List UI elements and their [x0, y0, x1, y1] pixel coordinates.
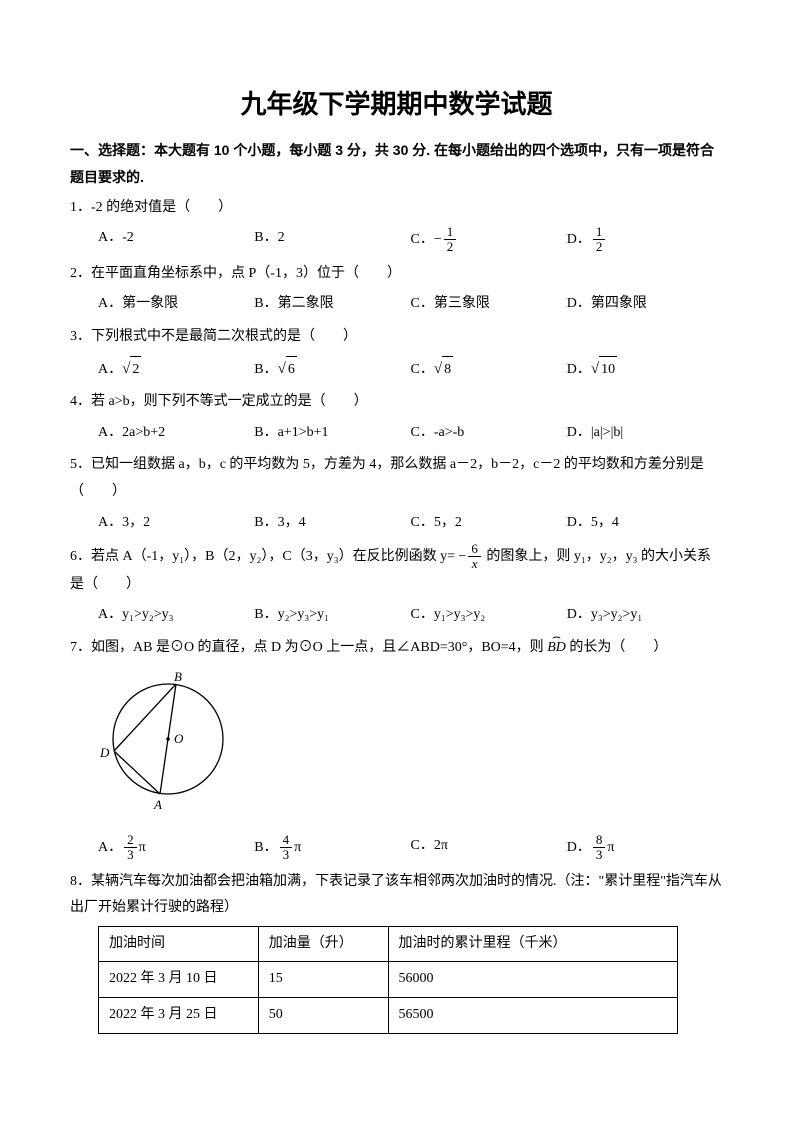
q8-table: 加油时间 加油量（升） 加油时的累计里程（千米） 2022 年 3 月 10 日… — [98, 926, 678, 1034]
circle-diagram-icon: B O D A — [98, 669, 248, 814]
q6-opt-b: B．y₂>y₃>y₁ — [254, 602, 410, 629]
q6-options: A．y₁>y₂>y₃ B．y₂>y₃>y₁ C．y₁>y₃>y₂ D．y₃>y₂… — [70, 602, 723, 629]
q5-opt-c: C．5，2 — [411, 510, 567, 537]
q1-opt-a: A．-2 — [98, 225, 254, 255]
q4-opt-c: C．-a>-b — [411, 420, 567, 447]
question-6: 6．若点 A（-1，y₁），B（2，y₂），C（3，y₃）在反比例函数 y= −… — [70, 542, 723, 629]
svg-text:B: B — [174, 669, 182, 684]
q7-diagram: B O D A — [98, 669, 723, 825]
question-5: 5．已知一组数据 a，b，c 的平均数为 5，方差为 4，那么数据 a－2，b－… — [70, 452, 723, 536]
q2-options: A．第一象限 B．第二象限 C．第三象限 D．第四象限 — [70, 291, 723, 318]
q6-opt-d: D．y₃>y₂>y₁ — [567, 602, 723, 629]
table-cell: 56500 — [388, 998, 677, 1034]
question-1: 1．-2 的绝对值是（ ） A．-2 B．2 C．−12 D．12 — [70, 195, 723, 255]
q5-text: 5．已知一组数据 a，b，c 的平均数为 5，方差为 4，那么数据 a－2，b－… — [70, 452, 723, 505]
q1-text: 1．-2 的绝对值是（ ） — [70, 195, 723, 222]
q2-opt-c: C．第三象限 — [411, 291, 567, 318]
table-header-cell: 加油时间 — [99, 926, 259, 962]
q5-opt-d: D．5，4 — [567, 510, 723, 537]
q7-options: A．23π B．43π C．2π D．83π — [70, 833, 723, 863]
question-7: 7．如图，AB 是⊙O 的直径，点 D 为⊙O 上一点，且∠ABD=30°，BO… — [70, 635, 723, 863]
q2-text: 2．在平面直角坐标系中，点 P（-1，3）位于（ ） — [70, 261, 723, 288]
q7-opt-c: C．2π — [411, 833, 567, 863]
q7-opt-a: A．23π — [98, 833, 254, 863]
q1-opt-c: C．−12 — [411, 225, 567, 255]
table-cell: 2022 年 3 月 25 日 — [99, 998, 259, 1034]
table-header-cell: 加油时的累计里程（千米） — [388, 926, 677, 962]
q6-opt-a: A．y₁>y₂>y₃ — [98, 602, 254, 629]
q4-text: 4．若 a>b，则下列不等式一定成立的是（ ） — [70, 389, 723, 416]
q7-opt-d: D．83π — [567, 833, 723, 863]
svg-text:D: D — [99, 745, 110, 760]
question-2: 2．在平面直角坐标系中，点 P（-1，3）位于（ ） A．第一象限 B．第二象限… — [70, 261, 723, 318]
q1-options: A．-2 B．2 C．−12 D．12 — [70, 225, 723, 255]
q6-text: 6．若点 A（-1，y₁），B（2，y₂），C（3，y₃）在反比例函数 y= −… — [70, 542, 723, 598]
table-cell: 2022 年 3 月 10 日 — [99, 962, 259, 998]
q3-options: A．2 B．6 C．8 D．10 — [70, 355, 723, 384]
q4-options: A．2a>b+2 B．a+1>b+1 C．-a>-b D．|a|>|b| — [70, 420, 723, 447]
q2-opt-b: B．第二象限 — [254, 291, 410, 318]
q5-opt-a: A．3，2 — [98, 510, 254, 537]
table-cell: 15 — [258, 962, 388, 998]
q1-opt-b: B．2 — [254, 225, 410, 255]
page-title: 九年级下学期期中数学试题 — [70, 80, 723, 129]
table-cell: 56000 — [388, 962, 677, 998]
q6-opt-c: C．y₁>y₃>y₂ — [411, 602, 567, 629]
table-header-cell: 加油量（升） — [258, 926, 388, 962]
question-4: 4．若 a>b，则下列不等式一定成立的是（ ） A．2a>b+2 B．a+1>b… — [70, 389, 723, 446]
q5-options: A．3，2 B．3，4 C．5，2 D．5，4 — [70, 510, 723, 537]
q7-opt-b: B．43π — [254, 833, 410, 863]
table-row: 加油时间 加油量（升） 加油时的累计里程（千米） — [99, 926, 678, 962]
q5-opt-b: B．3，4 — [254, 510, 410, 537]
q2-opt-a: A．第一象限 — [98, 291, 254, 318]
table-cell: 50 — [258, 998, 388, 1034]
q2-opt-d: D．第四象限 — [567, 291, 723, 318]
svg-text:A: A — [153, 797, 162, 812]
q8-text: 8．某辆汽车每次加油都会把油箱加满，下表记录了该车相邻两次加油时的情况.（注："… — [70, 869, 723, 922]
q3-text: 3．下列根式中不是最简二次根式的是（ ） — [70, 324, 723, 351]
question-8: 8．某辆汽车每次加油都会把油箱加满，下表记录了该车相邻两次加油时的情况.（注："… — [70, 869, 723, 1034]
q3-opt-c: C．8 — [411, 355, 567, 384]
q4-opt-a: A．2a>b+2 — [98, 420, 254, 447]
q7-text: 7．如图，AB 是⊙O 的直径，点 D 为⊙O 上一点，且∠ABD=30°，BO… — [70, 635, 723, 662]
q1-opt-d: D．12 — [567, 225, 723, 255]
svg-text:O: O — [174, 731, 184, 746]
table-row: 2022 年 3 月 25 日 50 56500 — [99, 998, 678, 1034]
q3-opt-b: B．6 — [254, 355, 410, 384]
table-row: 2022 年 3 月 10 日 15 56000 — [99, 962, 678, 998]
q3-opt-a: A．2 — [98, 355, 254, 384]
q4-opt-b: B．a+1>b+1 — [254, 420, 410, 447]
q3-opt-d: D．10 — [567, 355, 723, 384]
question-3: 3．下列根式中不是最简二次根式的是（ ） A．2 B．6 C．8 D．10 — [70, 324, 723, 383]
section-1-header: 一、选择题：本大题有 10 个小题，每小题 3 分，共 30 分. 在每小题给出… — [70, 137, 723, 190]
q4-opt-d: D．|a|>|b| — [567, 420, 723, 447]
